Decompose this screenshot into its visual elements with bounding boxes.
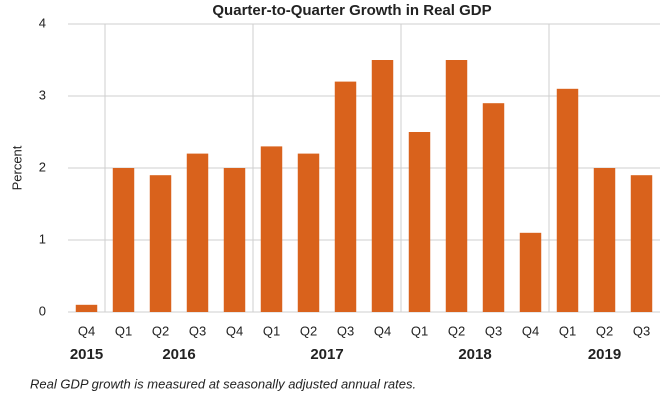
y-tick-label: 4 [39,15,46,30]
bar [112,168,135,312]
bar [260,146,283,312]
x-tick-label: Q3 [633,323,650,338]
x-tick-label: Q4 [78,323,95,338]
chart-title: Quarter-to-Quarter Growth in Real GDP [212,2,491,19]
y-tick-label: 2 [39,159,46,174]
footnote: Real GDP growth is measured at seasonall… [30,376,416,391]
bar [630,175,653,312]
year-label: 2017 [310,346,343,363]
y-axis-label: Percent [9,145,24,190]
x-tick-label: Q4 [226,323,243,338]
x-tick-label: Q2 [300,323,317,338]
bar [186,153,209,312]
x-tick-label: Q1 [115,323,132,338]
bar [371,60,394,312]
bar [297,153,320,312]
bar [334,81,357,312]
x-tick-label: Q2 [448,323,465,338]
bar [149,175,172,312]
x-tick-label: Q1 [263,323,280,338]
bar [482,103,505,312]
x-tick-label: Q3 [189,323,206,338]
bar [223,168,246,312]
x-tick-label: Q1 [559,323,576,338]
x-tick-label: Q4 [522,323,539,338]
y-tick-label: 3 [39,87,46,102]
y-tick-label: 0 [39,303,46,318]
year-label: 2018 [458,346,491,363]
bar [445,60,468,312]
x-tick-label: Q3 [485,323,502,338]
year-label: 2015 [70,346,103,363]
x-tick-label: Q4 [374,323,391,338]
bar [75,304,98,312]
bar [556,88,579,312]
x-tick-label: Q2 [152,323,169,338]
x-tick-label: Q2 [596,323,613,338]
y-tick-label: 1 [39,231,46,246]
x-tick-label: Q3 [337,323,354,338]
year-label: 2016 [162,346,195,363]
x-tick-label: Q1 [411,323,428,338]
bar [408,132,431,312]
year-label: 2019 [588,346,621,363]
bar [519,232,542,312]
bar [593,168,616,312]
